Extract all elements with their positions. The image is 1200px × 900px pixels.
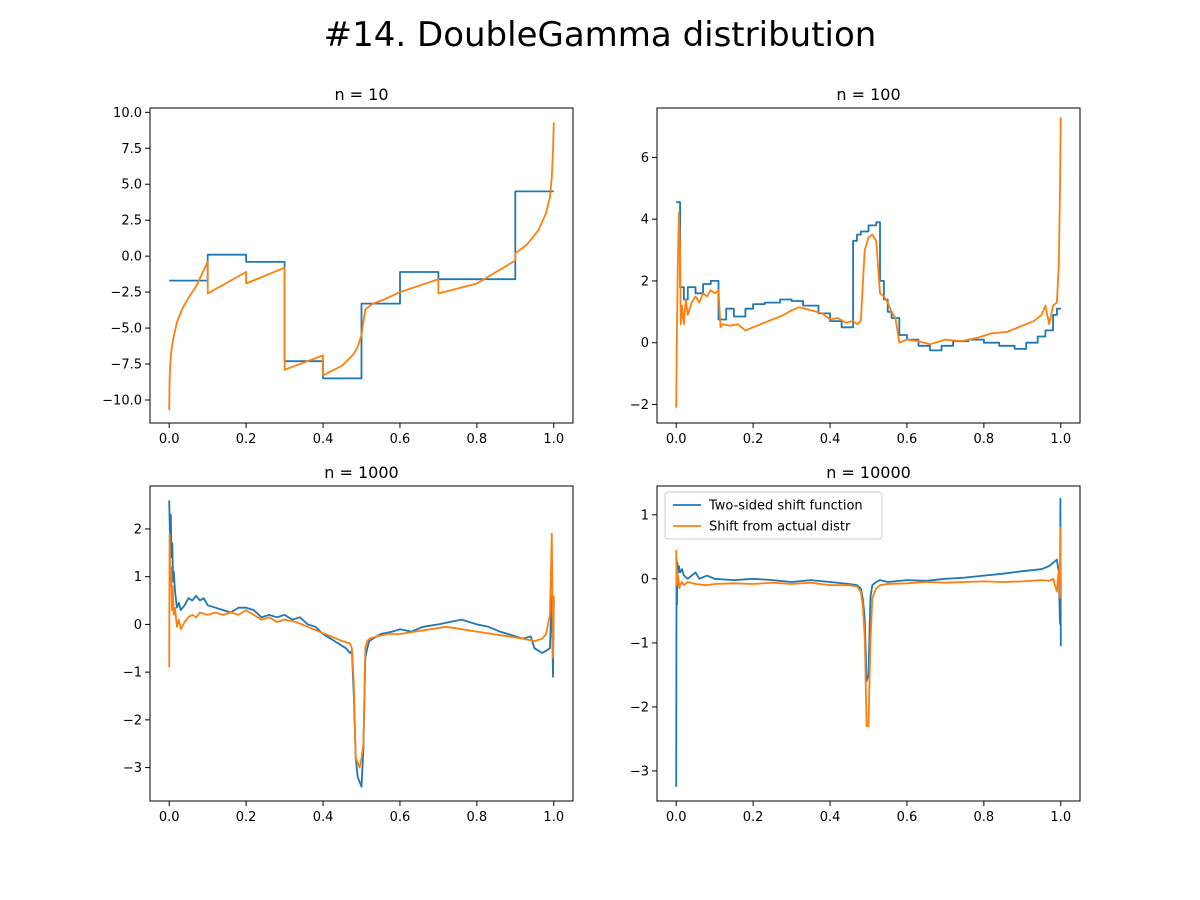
y-tick-label: 4 — [641, 213, 649, 228]
x-tick-label: 0.0 — [666, 810, 687, 825]
y-tick-label: −1 — [630, 636, 649, 651]
legend-label: Shift from actual distr — [709, 520, 851, 535]
y-tick-label: 6 — [641, 151, 649, 166]
series-line-two-sided-shift — [168, 500, 555, 788]
y-tick-label: −10.0 — [102, 393, 142, 408]
series-line-two-sided-shift — [169, 190, 554, 380]
y-tick-label: −3 — [123, 761, 142, 776]
y-tick-label: 1 — [641, 508, 649, 523]
y-tick-label: −2 — [630, 398, 649, 413]
x-tick-label: 0.6 — [390, 432, 411, 447]
subplot-title: n = 1000 — [324, 463, 398, 482]
series-line-actual-shift — [168, 532, 555, 769]
x-tick-label: 1.0 — [1050, 810, 1071, 825]
series-line-actual-shift — [675, 117, 1062, 408]
x-tick-label: 0.8 — [467, 432, 488, 447]
y-tick-label: 2 — [134, 522, 142, 537]
x-tick-label: 0.8 — [974, 432, 995, 447]
subplot-2: n = 100 0.0 0.2 0.4 0.6 0.8 1.0 −2 0 2 4 6 — [630, 85, 1081, 447]
series-line-two-sided-shift — [675, 497, 1062, 787]
x-tick-label: 0.4 — [313, 810, 334, 825]
x-tick-label: 0.0 — [666, 432, 687, 447]
subplot-title: n = 100 — [836, 85, 900, 104]
y-tick-label: 2.5 — [121, 214, 142, 229]
y-tick-label: 0.0 — [121, 250, 142, 265]
x-tick-label: 0.2 — [236, 432, 257, 447]
y-tick-label: −2 — [630, 700, 649, 715]
y-tick-label: 7.5 — [121, 142, 142, 157]
y-tick-label: −1 — [123, 666, 142, 681]
x-tick-label: 0.6 — [897, 810, 918, 825]
x-tick-label: 0.2 — [236, 810, 257, 825]
y-tick-label: −3 — [630, 764, 649, 779]
x-tick-label: 0.6 — [897, 432, 918, 447]
x-tick-label: 0.2 — [743, 432, 764, 447]
y-tick-label: 1 — [134, 570, 142, 585]
x-tick-label: 0.4 — [820, 810, 841, 825]
subplot-3: n = 1000 0.0 0.2 0.4 0.6 0.8 1.0 −3 −2 −1 0 1 2 — [123, 463, 574, 825]
x-tick-label: 0.0 — [159, 810, 180, 825]
axes-frame — [656, 107, 1081, 424]
series-line-actual-shift — [675, 526, 1062, 727]
x-tick-label: 0.4 — [313, 432, 334, 447]
y-tick-label: 5.0 — [121, 178, 142, 193]
x-tick-label: 1.0 — [1050, 432, 1071, 447]
legend-box — [664, 491, 883, 540]
axes-frame — [149, 107, 574, 424]
subplot-title: n = 10 — [334, 85, 388, 104]
y-tick-label: −5.0 — [110, 322, 142, 337]
subplot-4: n = 10000 0.0 0.2 0.4 0.6 0.8 1.0 −3 −2 −1 0 1 Two-s… — [630, 463, 1081, 825]
x-tick-label: 0.8 — [974, 810, 995, 825]
y-tick-label: −7.5 — [110, 358, 142, 373]
x-tick-label: 0.2 — [743, 810, 764, 825]
subplot-1: n = 10 0.0 0.2 0.4 0.6 0.8 1.0 −10.0 −7.5 −5.0 −2.… — [102, 85, 574, 447]
x-tick-label: 1.0 — [543, 810, 564, 825]
y-tick-label: 0 — [134, 618, 142, 633]
y-tick-label: 0 — [641, 336, 649, 351]
legend: Two-sided shift function Shift from actua… — [664, 491, 883, 540]
subplot-title: n = 10000 — [826, 463, 911, 482]
y-tick-label: −2.5 — [110, 286, 142, 301]
axes-frame — [149, 485, 574, 802]
subplot-grid: n = 100.0 0.2 0.4 0.6 0.8 1.0−10.0−7.5−5.0−2.… — [102, 85, 1081, 825]
y-tick-label: 10.0 — [113, 106, 142, 121]
legend-label: Two-sided shift function — [708, 499, 863, 514]
x-tick-label: 0.6 — [390, 810, 411, 825]
x-tick-label: 1.0 — [543, 432, 564, 447]
axes-frame — [656, 485, 1081, 802]
x-tick-label: 0.0 — [159, 432, 180, 447]
y-tick-label: 0 — [641, 572, 649, 587]
y-tick-label: −2 — [123, 713, 142, 728]
x-tick-label: 0.4 — [820, 432, 841, 447]
x-tick-label: 0.8 — [467, 810, 488, 825]
y-tick-label: 2 — [641, 274, 649, 289]
series-line-actual-shift — [168, 122, 555, 411]
figure-title: #14. DoubleGamma distribution — [324, 15, 877, 55]
